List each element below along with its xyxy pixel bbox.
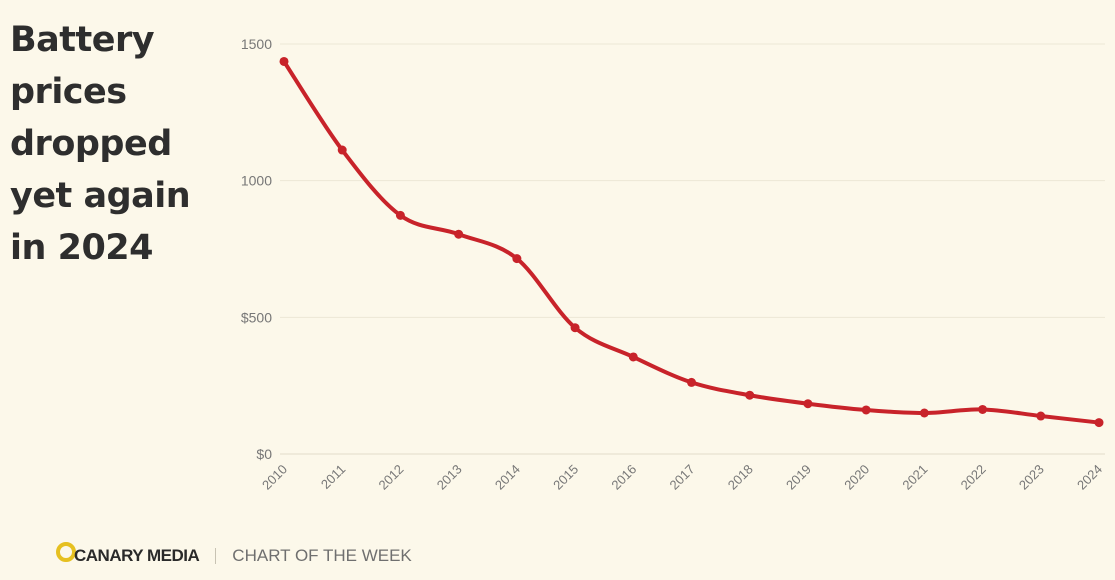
footer-divider bbox=[215, 548, 217, 564]
data-point bbox=[454, 229, 464, 239]
footer: CANARY MEDIA CHART OF THE WEEK bbox=[56, 541, 412, 571]
x-tick-label: 2016 bbox=[608, 462, 639, 493]
x-tick-label: 2020 bbox=[841, 462, 872, 493]
x-tick-label: 2024 bbox=[1074, 462, 1105, 493]
chart-headline: Battery prices dropped yet again in 2024 bbox=[10, 20, 191, 268]
data-point bbox=[628, 352, 638, 362]
y-tick-label: $500 bbox=[241, 309, 272, 325]
y-tick-label: 1000 bbox=[241, 173, 272, 189]
x-axis-ticks: 2010 2011 2012 2013 2014 2015 2016 2017 2018 2019… bbox=[259, 462, 1105, 493]
x-tick-label: 2021 bbox=[899, 462, 930, 493]
brand-name: CANARY MEDIA bbox=[74, 546, 200, 565]
x-tick-label: 2015 bbox=[550, 462, 581, 493]
data-point bbox=[803, 399, 813, 409]
data-point bbox=[1036, 411, 1046, 421]
data-point bbox=[745, 390, 755, 400]
x-tick-label: 2010 bbox=[259, 462, 290, 493]
x-tick-label: 2011 bbox=[318, 462, 348, 492]
x-tick-label: 2014 bbox=[492, 462, 523, 493]
data-point bbox=[395, 210, 405, 220]
x-tick-label: 2019 bbox=[783, 462, 814, 493]
footer-tagline: CHART OF THE WEEK bbox=[232, 546, 412, 565]
x-tick-label: 2018 bbox=[725, 462, 756, 493]
x-tick-label: 2017 bbox=[667, 462, 698, 493]
price-line bbox=[282, 59, 1101, 425]
data-point bbox=[279, 56, 289, 66]
data-point bbox=[687, 377, 696, 387]
x-tick-label: 2022 bbox=[958, 462, 989, 493]
x-tick-label: 2012 bbox=[375, 462, 406, 493]
y-axis-ticks: $0 $500 1000 1500 bbox=[241, 36, 272, 462]
data-point bbox=[570, 323, 580, 333]
x-tick-label: 2023 bbox=[1016, 462, 1047, 493]
data-point bbox=[861, 405, 871, 415]
data-point bbox=[1094, 418, 1104, 428]
data-point bbox=[978, 404, 988, 414]
canary-logo-icon bbox=[56, 542, 76, 562]
y-tick-label: 1500 bbox=[241, 36, 272, 52]
data-point bbox=[919, 408, 929, 418]
gridlines bbox=[280, 43, 1105, 455]
y-tick-label: $0 bbox=[256, 446, 272, 462]
x-tick-label: 2013 bbox=[434, 462, 465, 493]
data-points bbox=[279, 56, 1104, 428]
data-point bbox=[337, 145, 347, 155]
data-point bbox=[512, 254, 522, 264]
